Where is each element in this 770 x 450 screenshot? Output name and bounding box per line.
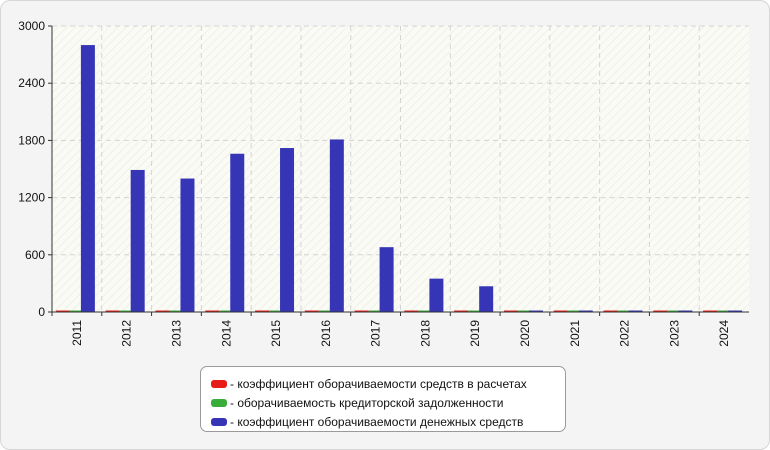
bar-receivables: [55, 310, 70, 312]
legend-label-cash: - коэффициент оборачиваемости денежных с…: [230, 414, 524, 429]
bar-receivables: [105, 310, 120, 312]
legend-label-receivables: - коэффициент оборачиваемости средств в …: [230, 376, 527, 391]
bar-receivables: [603, 310, 618, 312]
y-tick-label: 2400: [18, 76, 45, 90]
bar-cash: [479, 286, 494, 312]
bar-receivables: [155, 310, 170, 312]
x-tick-label: 2024: [717, 320, 731, 347]
x-tick-label: 2022: [618, 320, 632, 347]
bar-cash: [80, 45, 95, 313]
x-tick-label: 2014: [219, 320, 233, 347]
bar-receivables: [255, 310, 270, 312]
bar-payables: [418, 310, 433, 312]
bar-payables: [567, 310, 582, 312]
x-tick-label: 2013: [169, 320, 183, 347]
bar-payables: [667, 310, 682, 312]
bar-payables: [468, 310, 483, 312]
bar-payables: [617, 310, 632, 312]
legend-item-payables: - оборачиваемость кредиторской задолженн…: [211, 393, 565, 412]
x-tick-label: 2019: [468, 320, 482, 347]
chart-legend: - коэффициент оборачиваемости средств в …: [200, 366, 566, 432]
y-tick-label: 0: [38, 305, 45, 319]
bar-receivables: [404, 310, 419, 312]
bar-receivables: [653, 310, 668, 312]
bar-payables: [269, 310, 284, 312]
bar-cash: [429, 278, 444, 312]
x-tick-label: 2015: [269, 320, 283, 347]
bar-cash: [628, 310, 643, 312]
bar-cash: [329, 139, 344, 312]
bar-receivables: [553, 310, 568, 312]
legend-item-receivables: - коэффициент оборачиваемости средств в …: [211, 374, 565, 393]
bar-cash: [180, 178, 195, 312]
bar-payables: [318, 310, 333, 312]
bar-cash: [678, 310, 693, 312]
x-tick-label: 2020: [518, 320, 532, 347]
x-tick-label: 2016: [319, 320, 333, 347]
bar-receivables: [703, 310, 718, 312]
x-tick-label: 2012: [120, 320, 134, 347]
x-tick-label: 2023: [667, 320, 681, 347]
bar-payables: [69, 310, 84, 312]
x-tick-label: 2018: [418, 320, 432, 347]
bar-receivables: [354, 310, 369, 312]
bar-receivables: [503, 310, 518, 312]
bar-payables: [169, 310, 184, 312]
legend-swatch-receivables: [211, 379, 227, 388]
bar-cash: [578, 310, 593, 312]
bar-payables: [517, 310, 532, 312]
legend-label-payables: - оборачиваемость кредиторской задолженн…: [230, 395, 504, 410]
bar-receivables: [304, 310, 319, 312]
bar-cash: [280, 148, 295, 312]
legend-swatch-cash: [211, 417, 227, 426]
legend-item-cash: - коэффициент оборачиваемости денежных с…: [211, 412, 565, 431]
x-tick-label: 2011: [70, 320, 84, 346]
y-tick-label: 1800: [18, 133, 45, 147]
bar-payables: [119, 310, 134, 312]
bar-payables: [368, 310, 383, 312]
y-tick-label: 3000: [18, 19, 45, 33]
bar-payables: [717, 310, 732, 312]
x-tick-label: 2021: [568, 320, 582, 347]
legend-swatch-payables: [211, 398, 227, 407]
bar-cash: [230, 153, 245, 312]
y-tick-label: 600: [25, 248, 45, 262]
bar-cash: [130, 169, 145, 312]
bar-cash: [528, 310, 543, 312]
bar-receivables: [205, 310, 220, 312]
bar-receivables: [454, 310, 469, 312]
bar-cash: [379, 247, 394, 312]
y-tick-label: 1200: [18, 191, 45, 205]
bar-payables: [219, 310, 234, 312]
bar-cash: [728, 310, 743, 312]
x-tick-label: 2017: [369, 320, 383, 347]
